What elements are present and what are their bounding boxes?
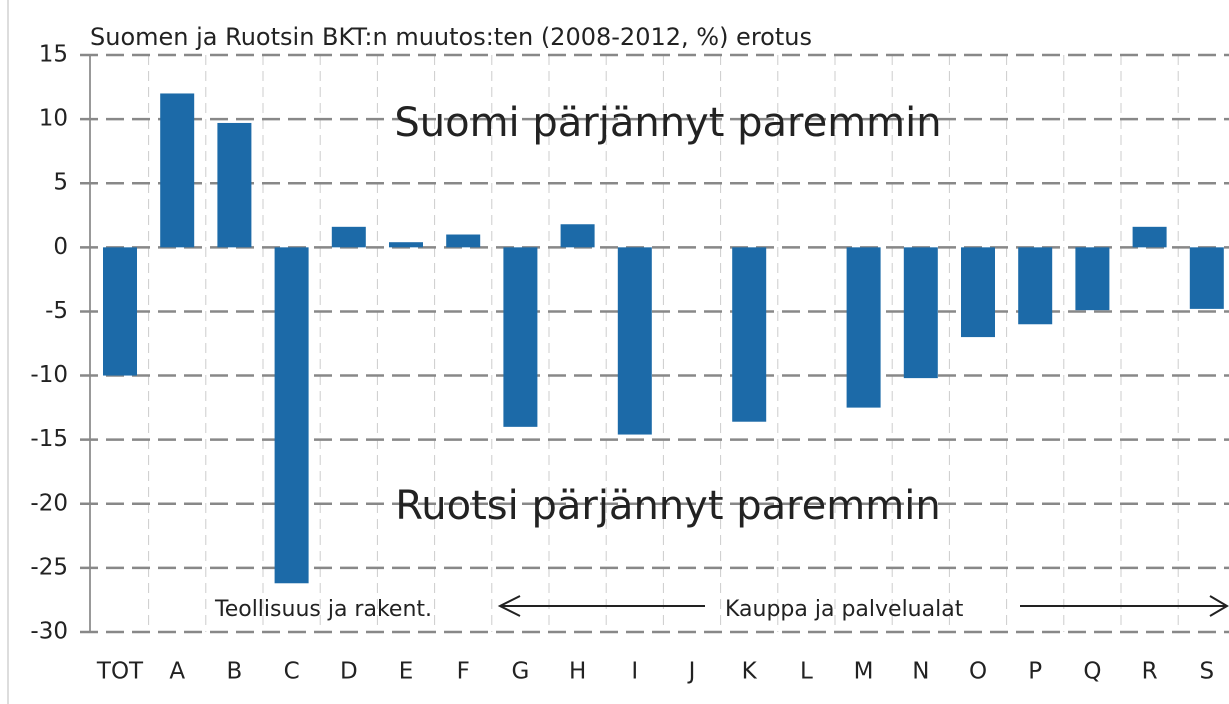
x-tick-label: I [631,659,638,685]
arrow-head [497,595,521,617]
y-tick-label: 0 [53,234,68,260]
bar [903,247,938,379]
x-tick-label: K [742,659,758,685]
bar [503,247,538,427]
bar [1075,247,1110,311]
bar [331,226,366,248]
x-tick-label: R [1142,659,1158,685]
y-tick-label: 5 [53,170,68,196]
bar [103,247,137,376]
x-tick-label: M [854,659,874,685]
bar [1189,247,1224,309]
arrows [497,595,1229,617]
bar [217,122,252,248]
annotation: Suomi pärjännyt paremmin [394,100,941,146]
x-tick-label: H [569,659,586,685]
y-tick-label: -20 [30,490,68,516]
x-tick-label: B [227,659,243,685]
x-tick-label: O [969,659,987,685]
arrow-head [1209,595,1229,617]
bar [160,93,195,248]
bar [560,224,595,248]
x-tick-label: G [511,659,529,685]
bar [1018,247,1053,325]
x-tick-label: J [687,659,696,685]
x-tick-label: C [284,659,300,685]
y-tick-label: -10 [30,362,68,388]
y-tick-label: 10 [39,106,68,132]
y-tick-label: -25 [30,554,68,580]
y-tick-label: -15 [30,426,68,452]
x-tick-label: F [457,659,470,685]
chart-title: Suomen ja Ruotsin BKT:n muutos:ten (2008… [90,23,812,51]
annotation: Kauppa ja palvelualat [725,597,964,622]
x-tick-label: E [399,659,414,685]
y-tick-label: 15 [39,42,68,68]
x-tick-label: N [912,659,929,685]
bar [961,247,995,338]
x-tick-label: TOT [96,659,144,685]
y-tick-label: -5 [45,298,68,324]
x-tick-label: Q [1083,659,1101,685]
annotation: Ruotsi pärjännyt paremmin [395,483,940,529]
bar [446,234,481,248]
x-tick-label: D [340,659,358,685]
bar [617,247,652,435]
annotation: Teollisuus ja rakent. [214,597,432,622]
x-tick-label: A [169,659,185,685]
x-tick-label: S [1199,659,1214,685]
bar [1132,226,1167,248]
bar [274,247,309,584]
x-tick-label: P [1028,659,1042,685]
bar [732,247,767,422]
x-tick-label: L [800,659,813,685]
y-tick-label: -30 [30,619,68,645]
bar [389,242,423,248]
bar [846,247,881,408]
